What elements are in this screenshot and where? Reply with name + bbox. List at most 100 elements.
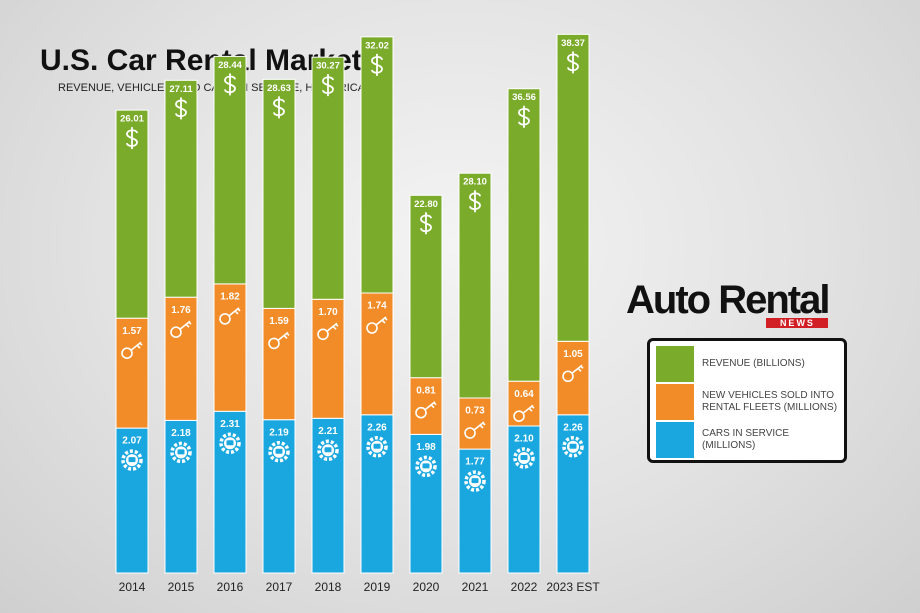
bar-segment: [458, 448, 492, 574]
bar-segment: [311, 298, 345, 419]
value-label: 2.18: [171, 428, 191, 439]
value-label: 32.02: [365, 40, 389, 51]
legend-item: New Vehicles Sold into Rental Fleets (Mi…: [656, 383, 838, 421]
dollar-icon: [420, 212, 432, 235]
key-icon: [571, 364, 584, 374]
value-label: 1.70: [318, 307, 338, 318]
dollar-icon: [175, 97, 187, 120]
bar-segment: [164, 419, 198, 574]
x-tick-label: 2022: [511, 580, 538, 594]
bar-segment: [311, 417, 345, 574]
key-icon: [473, 421, 486, 431]
key-icon: [424, 401, 437, 411]
dollar-icon: [518, 105, 530, 128]
bar-segment: [164, 296, 198, 421]
bar-segment: [458, 397, 492, 450]
key-icon: [228, 307, 241, 317]
gear-icon: [177, 449, 185, 455]
legend-item: Cars in Service (Millions): [656, 421, 838, 459]
value-label: 2.26: [563, 422, 583, 433]
bar-segment: [556, 33, 590, 342]
value-label: 28.10: [463, 177, 487, 188]
key-icon: [219, 313, 231, 325]
value-label: 1.59: [269, 316, 289, 327]
value-label: 1.82: [220, 292, 240, 303]
value-label: 2.26: [367, 422, 387, 433]
key-icon: [268, 337, 280, 350]
key-icon: [375, 316, 388, 326]
value-label: 1.57: [122, 326, 142, 337]
logo-name: Auto Rental: [626, 278, 830, 322]
gear-icon: [471, 478, 479, 484]
value-label: 0.64: [514, 389, 534, 400]
gear-icon: [121, 449, 143, 471]
gear-icon: [128, 457, 136, 463]
x-tick-label: 2018: [315, 580, 342, 594]
value-label: 1.77: [465, 457, 485, 468]
value-label: 2.10: [514, 434, 534, 445]
legend: Revenue (Billions) New Vehicles Sold into…: [647, 338, 847, 463]
value-label: 1.98: [416, 442, 436, 453]
value-label: 0.73: [465, 406, 485, 417]
gear-icon: [219, 432, 241, 455]
bar-segment: [507, 88, 541, 382]
dollar-icon: [273, 96, 285, 119]
dollar-icon: [371, 53, 383, 76]
dollar-icon: [322, 74, 334, 97]
gear-icon: [562, 436, 584, 458]
key-icon: [366, 322, 378, 334]
gear-icon: [275, 448, 283, 454]
value-label: 22.80: [414, 199, 438, 210]
x-tick-label: 2015: [168, 580, 195, 594]
gear-icon: [170, 441, 192, 464]
dollar-icon: [469, 190, 481, 213]
legend-swatch: [656, 346, 694, 382]
key-icon: [464, 427, 476, 439]
value-label: 26.01: [120, 114, 144, 125]
legend-swatch: [656, 422, 694, 458]
key-icon: [562, 370, 574, 383]
x-tick-label: 2019: [364, 580, 391, 594]
key-icon: [179, 320, 192, 330]
bar-segment: [262, 307, 296, 421]
gear-icon: [268, 440, 290, 463]
value-label: 28.63: [267, 83, 291, 94]
value-label: 1.76: [171, 305, 191, 316]
value-label: 27.11: [169, 84, 193, 95]
legend-item: Revenue (Billions): [656, 345, 838, 383]
key-icon: [317, 328, 329, 341]
bar-segment: [409, 433, 443, 574]
key-icon: [326, 322, 339, 332]
x-tick-label: 2014: [119, 580, 146, 594]
key-icon: [277, 331, 290, 342]
x-tick-label: 2017: [266, 580, 293, 594]
legend-label: Cars in Service (Millions): [702, 428, 790, 451]
dollar-icon: [126, 127, 138, 150]
value-label: 30.27: [316, 61, 340, 72]
gear-icon: [569, 443, 577, 449]
value-label: 2.31: [220, 419, 240, 430]
key-icon: [513, 410, 525, 423]
gear-icon: [415, 455, 437, 478]
value-label: 2.19: [269, 427, 289, 438]
gear-icon: [324, 447, 332, 453]
gear-icon: [422, 463, 430, 469]
x-tick-label: 2016: [217, 580, 244, 594]
chart-title: U.S. Car Rental Market: [40, 44, 362, 77]
value-label: 1.74: [367, 301, 387, 312]
gear-icon: [373, 443, 381, 449]
key-icon: [522, 404, 535, 414]
key-icon: [170, 326, 182, 339]
logo: Auto Rental NEWS: [626, 278, 830, 328]
gear-icon: [513, 447, 535, 469]
dollar-icon: [224, 73, 236, 96]
x-tick-label: 2020: [413, 580, 440, 594]
bar-segment: [409, 377, 443, 435]
bar-segment: [311, 56, 345, 300]
legend-label: New Vehicles Sold into Rental Fleets (Mi…: [702, 390, 838, 413]
gear-icon: [464, 470, 486, 492]
gear-icon: [317, 439, 339, 462]
value-label: 1.05: [563, 349, 583, 360]
legend-swatch: [656, 384, 694, 420]
